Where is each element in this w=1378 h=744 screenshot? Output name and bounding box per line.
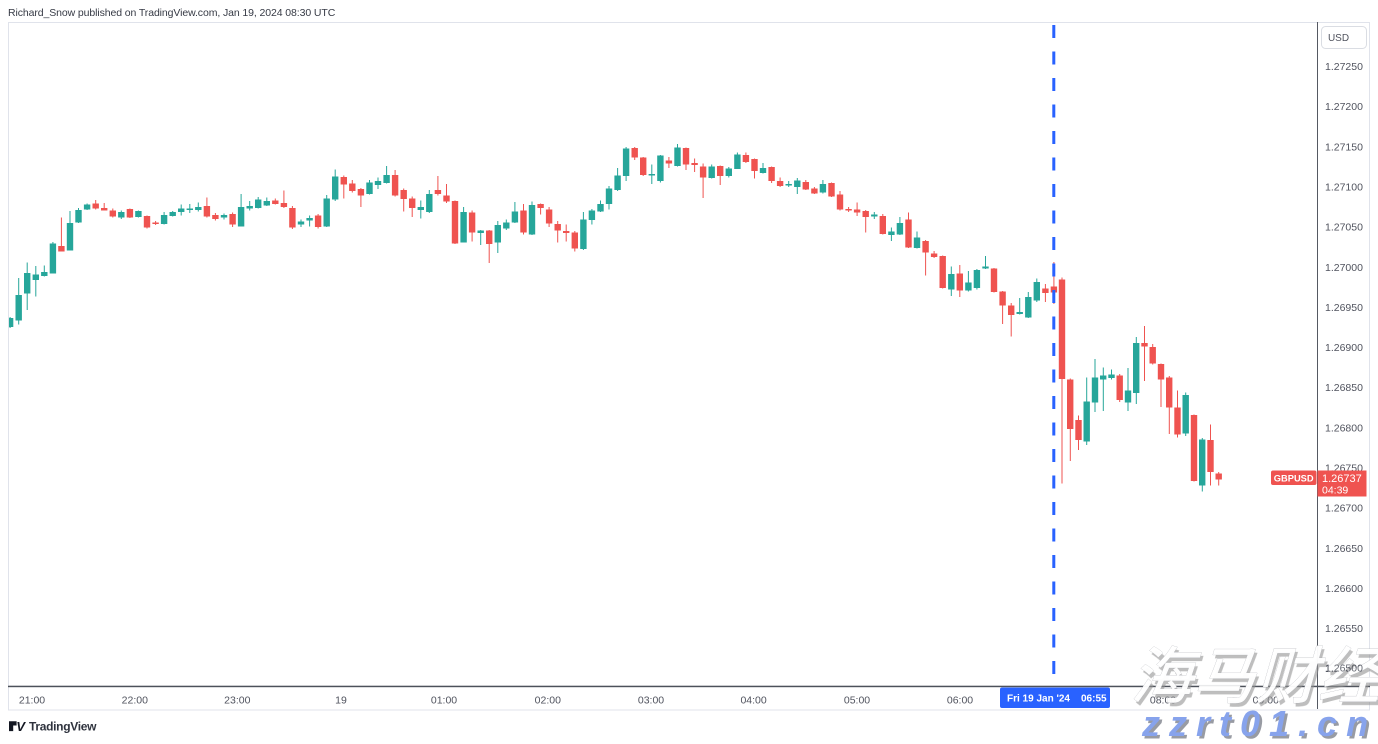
svg-text:Richard_Snow published on Trad: Richard_Snow published on TradingView.co… — [8, 7, 336, 19]
svg-text:Fri 19 Jan '24: Fri 19 Jan '24 — [1007, 694, 1070, 705]
svg-text:1.27050: 1.27050 — [1325, 222, 1363, 234]
svg-text:02:00: 02:00 — [535, 695, 561, 707]
svg-text:1.27100: 1.27100 — [1325, 182, 1363, 194]
svg-text:GBPUSD: GBPUSD — [1274, 474, 1314, 484]
svg-text:06:55: 06:55 — [1081, 694, 1107, 705]
svg-text:1.27200: 1.27200 — [1325, 101, 1363, 113]
svg-text:1.27250: 1.27250 — [1325, 61, 1363, 73]
svg-text:05:00: 05:00 — [844, 695, 870, 707]
svg-text:04:39: 04:39 — [1322, 484, 1348, 496]
svg-text:V: V — [16, 719, 26, 734]
svg-text:23:00: 23:00 — [224, 695, 250, 707]
svg-text:1.26500: 1.26500 — [1325, 662, 1363, 674]
svg-text:1.26900: 1.26900 — [1325, 342, 1363, 354]
svg-text:22:00: 22:00 — [122, 695, 148, 707]
svg-text:04:00: 04:00 — [740, 695, 766, 707]
svg-text:1.26800: 1.26800 — [1325, 422, 1363, 434]
svg-text:1.26850: 1.26850 — [1325, 382, 1363, 394]
svg-text:06:00: 06:00 — [947, 695, 973, 707]
svg-text:1.27000: 1.27000 — [1325, 262, 1363, 274]
svg-text:1.26737: 1.26737 — [1322, 473, 1362, 485]
svg-text:19: 19 — [335, 695, 347, 707]
svg-text:1.26550: 1.26550 — [1325, 623, 1363, 635]
svg-text:01:00: 01:00 — [431, 695, 457, 707]
svg-text:03:00: 03:00 — [638, 695, 664, 707]
svg-text:USD: USD — [1328, 33, 1349, 44]
svg-text:08:00: 08:00 — [1150, 695, 1176, 707]
svg-text:1.26950: 1.26950 — [1325, 302, 1363, 314]
svg-text:1.26600: 1.26600 — [1325, 583, 1363, 595]
svg-text:TradingView: TradingView — [29, 720, 97, 734]
svg-text:21:00: 21:00 — [19, 695, 45, 707]
svg-text:1.26650: 1.26650 — [1325, 543, 1363, 555]
svg-text:1.26700: 1.26700 — [1325, 503, 1363, 515]
svg-text:1.27150: 1.27150 — [1325, 141, 1363, 153]
